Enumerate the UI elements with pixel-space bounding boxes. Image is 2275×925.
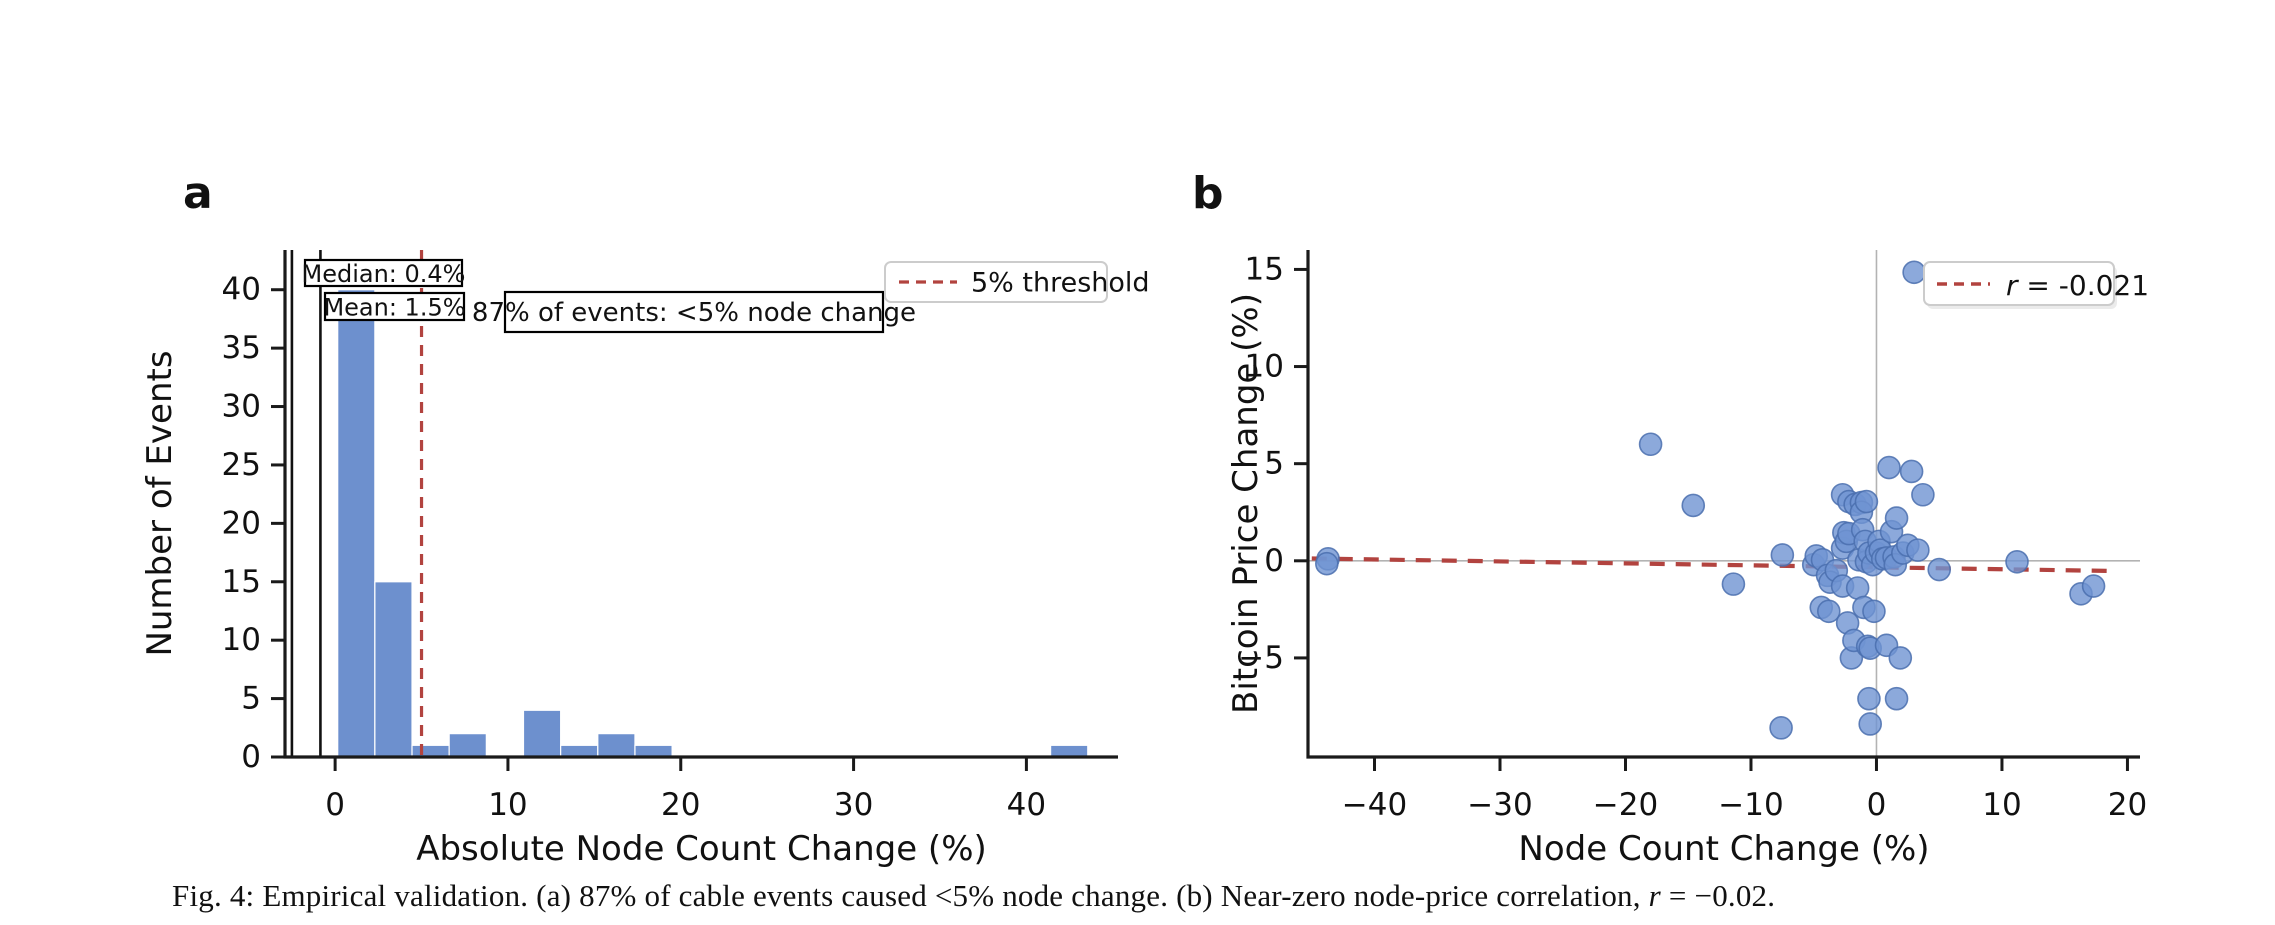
y-tick-label: 20 [222,505,261,541]
y-tick-label: 15 [222,564,261,600]
y-tick-label: 35 [222,330,261,366]
scatter-point [2005,549,2029,574]
histogram-bar [522,709,562,758]
y-tick-label: 5 [241,681,261,717]
x-tick-label: −10 [1718,787,1783,823]
x-tick-label: 0 [325,787,345,823]
y-axis-label: Number of Events [140,350,180,656]
histogram-bar [560,744,599,758]
scatter-point [1884,506,1909,530]
y-tick-label: 0 [1264,543,1284,579]
scatter-point [1884,686,1909,711]
histogram-bar [634,744,673,758]
histogram-bar [597,733,636,758]
x-tick-label: −30 [1467,787,1532,823]
x-tick-label: 10 [1982,787,2021,823]
scatter-point [1888,646,1913,670]
y-tick-label: 15 [1245,251,1284,287]
panel-a-label: a [183,168,213,219]
histogram-panel: 0 10 20 30 40 0 5 10 15 20 25 30 35 40 Absolute Node C… [140,250,1150,869]
scatter-point [1862,599,1886,624]
scatter-point [1721,572,1746,596]
legend-label: 5% threshold [971,268,1150,299]
x-tick-label: 0 [1867,787,1887,823]
y-tick-label: 5 [1264,446,1284,482]
x-axis-label: Node Count Change (%) [1518,829,1929,869]
scatter-point [1902,260,1926,285]
scatter-point [1854,489,1879,514]
mean-annotation-text: Mean: 1.5% [323,294,465,322]
scatter-point [1906,538,1930,562]
scatter-point [1927,557,1952,582]
mean-annotation-box [323,291,466,322]
panel-b-label: b [1192,168,1224,219]
x-axis-label: Absolute Node Count Change (%) [416,829,987,869]
y-tick-label: 0 [241,739,261,775]
caption-r-variable: r [1648,878,1661,913]
x-tick-label: 30 [834,787,873,823]
x-tick-label: −40 [1342,787,1407,823]
axis-spines [1306,250,2140,759]
scatter-point [1681,493,1706,518]
figure-caption: Fig. 4: Empirical validation. (a) 87% of… [172,878,2072,914]
histogram-bar [1049,744,1089,758]
scatter-point [1911,482,1935,507]
y-axis-label: Bitcoin Price Change (%) [1226,293,1266,714]
caption-text-pre: Fig. 4: Empirical validation. (a) 87% of… [172,878,1649,913]
median-annotation-text: Median: 0.4% [302,260,466,288]
scatter-point [1877,455,1901,480]
y-tick-label: 25 [222,447,261,483]
y-tick-label: 40 [222,272,261,308]
x-tick-label: 20 [661,787,700,823]
y-tick-label: 10 [1245,349,1284,385]
callout-annotation-text: 87% of events: <5% node change [472,298,916,328]
legend-box [1923,261,2115,306]
caption-text-post: = −0.02. [1660,878,1776,913]
trend-line [1311,556,2109,574]
callout-annotation-box [503,290,885,334]
scatter-point [1845,576,1870,600]
scatter-point [1315,551,1339,576]
scatter-point [1857,686,1881,711]
scatter-point [1638,432,1663,457]
y-tick-label: 10 [222,622,261,658]
histogram-bar [374,581,413,758]
x-tick-label: −20 [1593,787,1658,823]
median-annotation-box [303,258,464,288]
x-tick-label: 40 [1007,787,1046,823]
x-tick-label: 20 [2108,787,2147,823]
y-tick-label: −5 [1238,640,1284,676]
scatter-point [1858,712,1882,736]
scatter-point [1899,459,1924,484]
scatter-point [2081,574,2106,598]
scatter-panel: −40 −30 −20 −10 0 10 20 −5 0 5 10 15 Node Count Chan… [1226,250,2149,869]
x-tick-label: 10 [488,787,527,823]
legend-box [884,261,1108,303]
histogram-bar [448,733,487,758]
legend-label: r = -0.021 [2006,269,2149,302]
histogram-bar [337,289,376,758]
scatter-point [1816,599,1841,624]
y-tick-label: 30 [222,389,261,425]
figure-canvas: 0 10 20 30 40 0 5 10 15 20 25 30 35 40 Absolute Node C… [140,250,2149,869]
histogram-bar [411,744,450,758]
scatter-point [1769,716,1793,740]
scatter-point [1770,543,1795,567]
